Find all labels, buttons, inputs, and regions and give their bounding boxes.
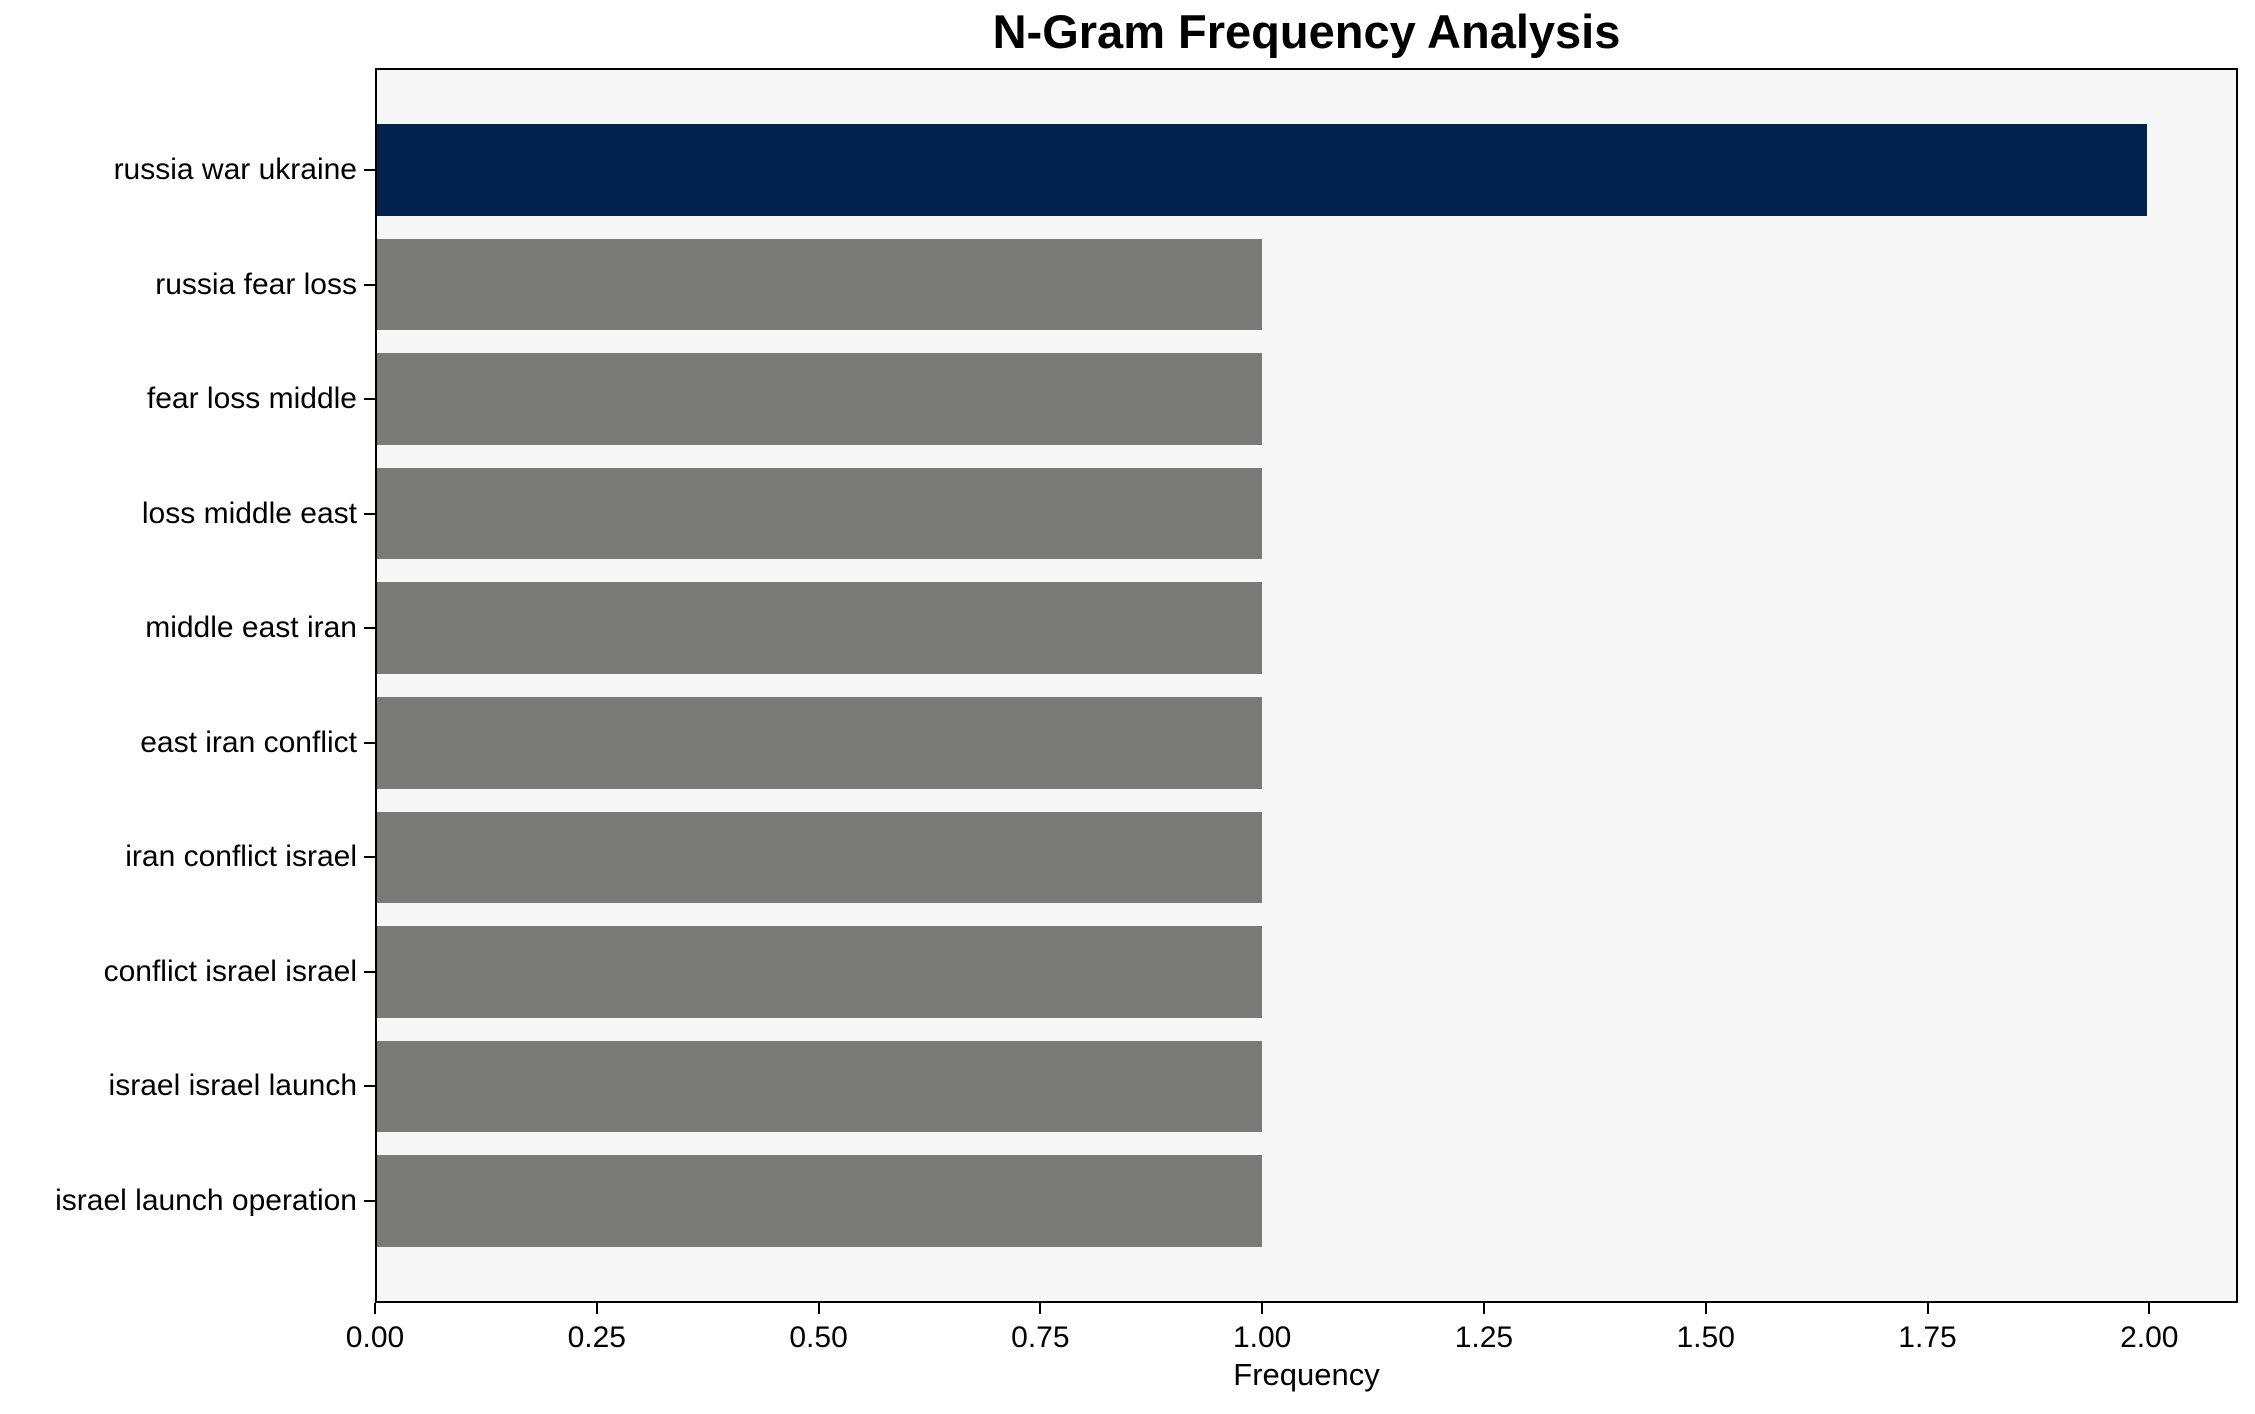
x-tick-mark [374,1303,376,1314]
bar [377,238,1263,331]
x-tick-label: 1.00 [1232,1321,1292,1354]
y-tick-mark [364,627,375,630]
bar [377,926,1263,1018]
bar [377,696,1263,789]
x-tick-label: 0.25 [567,1321,626,1354]
x-tick-mark [1926,1303,1929,1314]
y-tick-label: middle east iran [145,611,357,645]
y-tick-mark [364,283,375,286]
x-tick-mark [817,1303,820,1314]
y-tick-label: east iran conflict [140,725,357,759]
x-tick-mark [1261,1303,1264,1314]
bar [377,467,1263,560]
x-axis-label: Frequency [1233,1357,1380,1392]
bar [377,353,1263,445]
y-tick-mark [364,741,375,744]
y-tick-label: israel launch operation [55,1184,357,1218]
y-tick-label: russia fear loss [155,267,357,301]
y-tick-mark [364,168,375,171]
y-tick-label: loss middle east [141,496,357,530]
bar [377,582,1263,675]
y-tick-mark [364,1200,375,1203]
y-tick-label: russia war ukraine [113,152,357,186]
x-tick-mark [1704,1303,1707,1314]
y-tick-label: israel israel launch [108,1069,357,1103]
x-tick-label: 0.50 [789,1321,848,1354]
bar [377,1040,1263,1133]
x-tick-label: 1.50 [1676,1321,1735,1354]
x-tick-mark [595,1303,598,1314]
y-tick-mark [364,512,375,515]
bar [377,811,1263,904]
bar [377,124,2148,216]
x-tick-label: 0.00 [345,1321,405,1354]
x-tick-label: 2.00 [2120,1321,2179,1354]
y-tick-mark [364,970,375,973]
x-tick-label: 1.75 [1898,1321,1957,1354]
chart-title: N-Gram Frequency Analysis [992,5,1621,58]
x-tick-mark [1039,1303,1042,1314]
y-tick-mark [364,1085,375,1088]
x-tick-mark [1482,1303,1485,1314]
bar [377,1155,1263,1247]
y-tick-mark [364,856,375,859]
y-tick-label: conflict israel israel [103,954,357,988]
y-tick-label: fear loss middle [146,382,357,416]
x-tick-mark [2148,1303,2151,1314]
plot-area [375,68,2238,1303]
y-tick-mark [364,398,375,401]
x-tick-label: 1.25 [1454,1321,1514,1354]
x-tick-label: 0.75 [1011,1321,1070,1354]
y-tick-label: iran conflict israel [125,840,357,874]
